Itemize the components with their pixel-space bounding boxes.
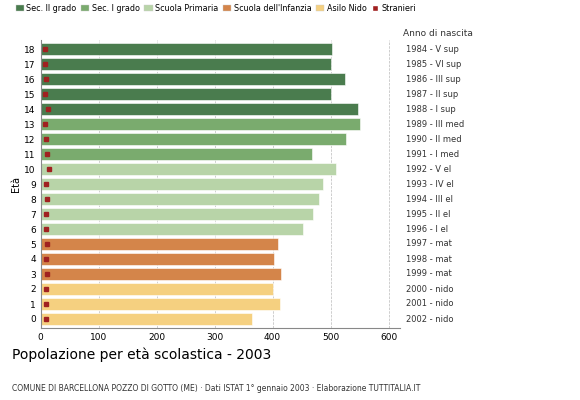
Text: 2002 - nido: 2002 - nido: [407, 314, 454, 324]
Text: 1999 - mat: 1999 - mat: [407, 270, 452, 278]
Text: 2001 - nido: 2001 - nido: [407, 300, 454, 308]
Text: 1996 - I el: 1996 - I el: [407, 224, 448, 234]
Bar: [41, 268, 281, 280]
Bar: [41, 148, 312, 160]
Bar: [41, 103, 358, 115]
Text: 1997 - mat: 1997 - mat: [407, 240, 452, 248]
Text: 1998 - mat: 1998 - mat: [407, 254, 452, 264]
Bar: [41, 163, 336, 175]
Text: 1993 - IV el: 1993 - IV el: [407, 180, 454, 188]
Text: COMUNE DI BARCELLONA POZZO DI GOTTO (ME) · Dati ISTAT 1° gennaio 2003 · Elaboraz: COMUNE DI BARCELLONA POZZO DI GOTTO (ME)…: [12, 384, 420, 393]
Bar: [41, 133, 346, 145]
Text: 1994 - III el: 1994 - III el: [407, 194, 454, 204]
Bar: [41, 58, 331, 70]
Y-axis label: Età: Età: [12, 176, 21, 192]
Bar: [41, 298, 280, 310]
Bar: [41, 73, 345, 85]
Text: 1988 - I sup: 1988 - I sup: [407, 104, 456, 114]
Bar: [41, 178, 323, 190]
Text: 2000 - nido: 2000 - nido: [407, 284, 454, 294]
Text: 1984 - V sup: 1984 - V sup: [407, 44, 459, 54]
Bar: [41, 193, 319, 205]
Text: 1985 - VI sup: 1985 - VI sup: [407, 60, 462, 68]
Text: 1986 - III sup: 1986 - III sup: [407, 74, 461, 84]
Bar: [41, 283, 273, 295]
Text: 1992 - V el: 1992 - V el: [407, 164, 452, 174]
Text: Anno di nascita: Anno di nascita: [403, 29, 473, 38]
Bar: [41, 313, 252, 325]
Bar: [41, 223, 303, 235]
Legend: Sec. II grado, Sec. I grado, Scuola Primaria, Scuola dell'Infanzia, Asilo Nido, : Sec. II grado, Sec. I grado, Scuola Prim…: [16, 4, 416, 13]
Bar: [41, 208, 313, 220]
Text: 1987 - II sup: 1987 - II sup: [407, 90, 459, 98]
Bar: [41, 43, 332, 55]
Text: 1991 - I med: 1991 - I med: [407, 150, 459, 158]
Bar: [41, 88, 331, 100]
Bar: [41, 253, 274, 265]
Bar: [41, 118, 360, 130]
Text: 1989 - III med: 1989 - III med: [407, 120, 465, 128]
Text: 1990 - II med: 1990 - II med: [407, 134, 462, 144]
Text: Popolazione per età scolastica - 2003: Popolazione per età scolastica - 2003: [12, 348, 271, 362]
Text: 1995 - II el: 1995 - II el: [407, 210, 451, 218]
Bar: [41, 238, 278, 250]
